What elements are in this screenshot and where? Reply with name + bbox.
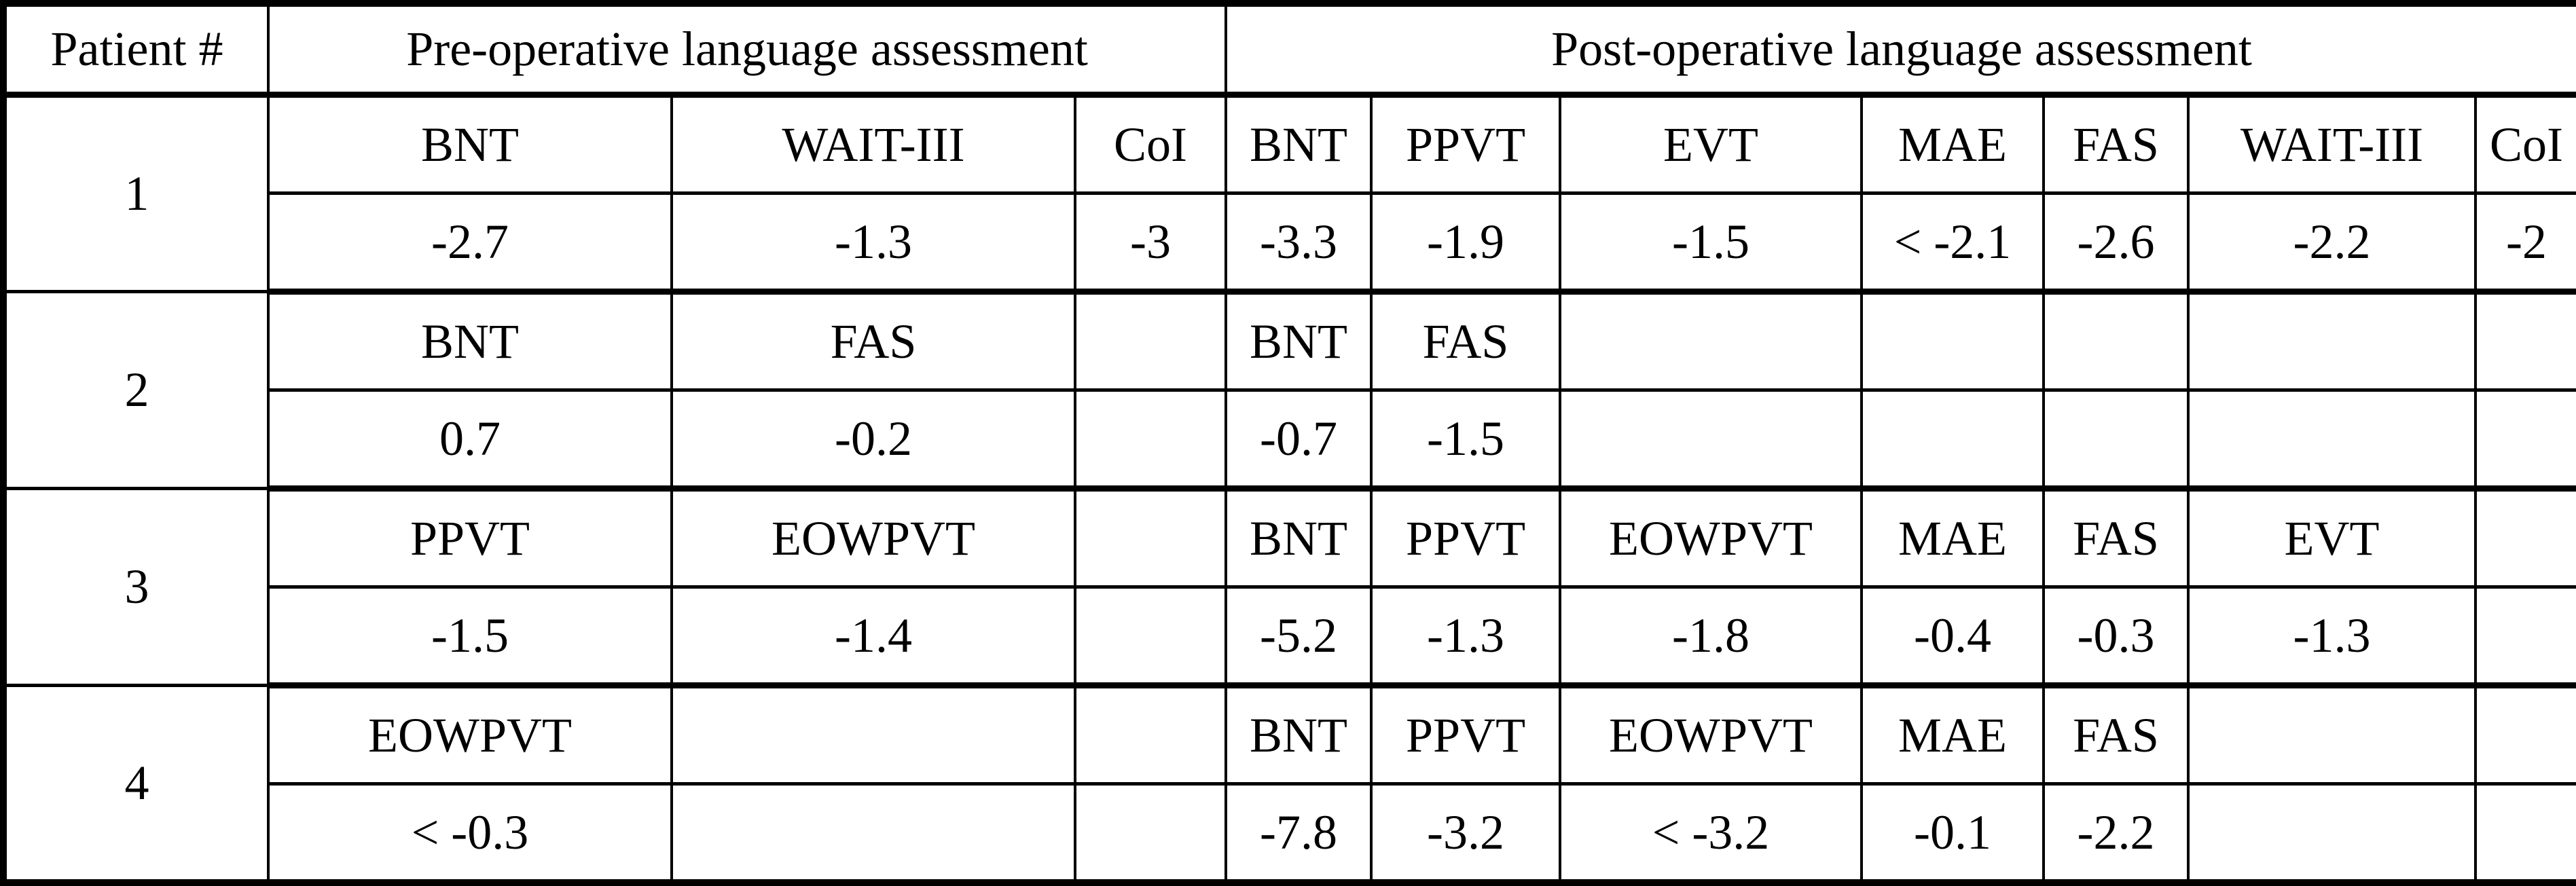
post-test-score: -1.9 [1370, 191, 1562, 295]
post-test-score: -5.2 [1224, 585, 1373, 688]
post-test-name: FAS [2042, 684, 2190, 786]
post-test-score: -1.3 [2187, 585, 2478, 688]
post-test-score: -1.3 [1370, 585, 1562, 688]
post-test-score [1559, 388, 1864, 492]
post-test-name: WAIT-III [2187, 93, 2478, 195]
post-test-name: BNT [1224, 684, 1373, 786]
post-test-score: -3.2 [1370, 782, 1562, 886]
post-test-score: -0.3 [2042, 585, 2190, 688]
post-test-score [2474, 388, 2576, 492]
patient-3-test-name-row: 3 PPVT EOWPVT BNT PPVT EOWPVT MAE FAS EV… [2, 487, 2576, 687]
post-test-score: -2.2 [2042, 782, 2190, 886]
pre-test-score [1073, 782, 1228, 886]
pre-test-name: EOWPVT [670, 487, 1076, 589]
post-test-name [2474, 684, 2576, 786]
pre-test-score: -1.4 [670, 585, 1076, 688]
header-patient-number: Patient # [2, 2, 270, 98]
post-test-score [2187, 388, 2478, 492]
post-test-name: CoI [2474, 93, 2576, 195]
pre-test-name [670, 684, 1076, 786]
post-test-score: -0.4 [1860, 585, 2046, 688]
post-test-name: PPVT [1370, 93, 1562, 195]
post-test-name [2042, 290, 2190, 392]
post-test-name [2187, 684, 2478, 786]
post-test-name: MAE [1860, 93, 2046, 195]
post-test-score: -0.1 [1860, 782, 2046, 886]
post-test-score [2474, 585, 2576, 688]
patient-4-score-row: < -0.3 -7.8 -3.2 < -3.2 -0.1 -2.2 [3, 782, 2576, 886]
header-postop: Post-operative language assessment [1224, 2, 2576, 98]
pre-test-score: 0.7 [267, 388, 673, 492]
table-header-row: Patient # Pre-operative language assessm… [2, 2, 2576, 98]
post-test-name: EVT [1559, 93, 1864, 195]
post-test-name: MAE [1860, 684, 2046, 786]
post-test-name [1559, 290, 1864, 392]
post-test-name: PPVT [1370, 487, 1562, 589]
post-test-name [2474, 487, 2576, 589]
pre-test-name: CoI [1073, 93, 1228, 195]
pre-test-score [1073, 388, 1228, 492]
post-test-score [2187, 782, 2478, 886]
patient-2-score-row: 0.7 -0.2 -0.7 -1.5 [3, 388, 2576, 492]
patient-2-test-name-row: 2 BNT FAS BNT FAS [2, 290, 2576, 490]
post-test-name [2187, 290, 2478, 392]
pre-test-score: -3 [1073, 191, 1228, 295]
post-test-name: FAS [1370, 290, 1562, 392]
pre-test-score: -1.5 [267, 585, 673, 688]
post-test-name: BNT [1224, 290, 1373, 392]
post-test-score: -1.5 [1559, 191, 1864, 295]
pre-test-score [670, 782, 1076, 886]
post-test-score: -2 [2474, 191, 2576, 295]
post-test-score: -1.8 [1559, 585, 1864, 688]
post-test-name: EOWPVT [1559, 684, 1864, 786]
patient-number: 3 [2, 487, 270, 687]
patient-1-test-name-row: 1 BNT WAIT-III CoI BNT PPVT EVT MAE FAS … [2, 93, 2576, 293]
post-test-name: PPVT [1370, 684, 1562, 786]
post-test-name [2474, 290, 2576, 392]
post-test-name: FAS [2042, 93, 2190, 195]
header-preop: Pre-operative language assessment [266, 2, 1228, 98]
pre-test-name: BNT [267, 290, 673, 392]
post-test-score [1860, 388, 2046, 492]
post-test-score: -1.5 [1370, 388, 1562, 492]
post-test-name: EVT [2187, 487, 2478, 589]
post-test-name: MAE [1860, 487, 2046, 589]
post-test-score: -2.2 [2187, 191, 2478, 295]
patient-number: 2 [2, 290, 270, 490]
pre-test-name: PPVT [267, 487, 673, 589]
post-test-name [1860, 290, 2046, 392]
post-test-score: -0.7 [1224, 388, 1373, 492]
post-test-score [2042, 388, 2190, 492]
patient-3-score-row: -1.5 -1.4 -5.2 -1.3 -1.8 -0.4 -0.3 -1.3 [3, 585, 2576, 688]
post-test-name: BNT [1224, 487, 1373, 589]
post-test-score: < -3.2 [1559, 782, 1864, 886]
post-test-name: BNT [1224, 93, 1373, 195]
patient-1-score-row: -2.7 -1.3 -3 -3.3 -1.9 -1.5 < -2.1 -2.6 … [3, 191, 2576, 295]
pre-test-score [1073, 585, 1228, 688]
post-test-score: < -2.1 [1860, 191, 2046, 295]
patient-number: 1 [2, 93, 270, 293]
post-test-name: FAS [2042, 487, 2190, 589]
pre-test-name: FAS [670, 290, 1076, 392]
pre-test-name [1073, 684, 1228, 786]
pre-test-name: WAIT-III [670, 93, 1076, 195]
pre-test-name [1073, 290, 1228, 392]
pre-test-score: -2.7 [267, 191, 673, 295]
pre-test-name: EOWPVT [267, 684, 673, 786]
post-test-score [2474, 782, 2576, 886]
post-test-score: -7.8 [1224, 782, 1373, 886]
post-test-score: -2.6 [2042, 191, 2190, 295]
pre-test-score: -1.3 [670, 191, 1076, 295]
pre-test-score: < -0.3 [267, 782, 673, 886]
patient-number: 4 [2, 684, 270, 885]
patient-4-test-name-row: 4 EOWPVT BNT PPVT EOWPVT MAE FAS [2, 684, 2576, 885]
pre-test-name [1073, 487, 1228, 589]
pre-test-score: -0.2 [670, 388, 1076, 492]
pre-test-name: BNT [267, 93, 673, 195]
post-test-name: EOWPVT [1559, 487, 1864, 589]
post-test-score: -3.3 [1224, 191, 1373, 295]
